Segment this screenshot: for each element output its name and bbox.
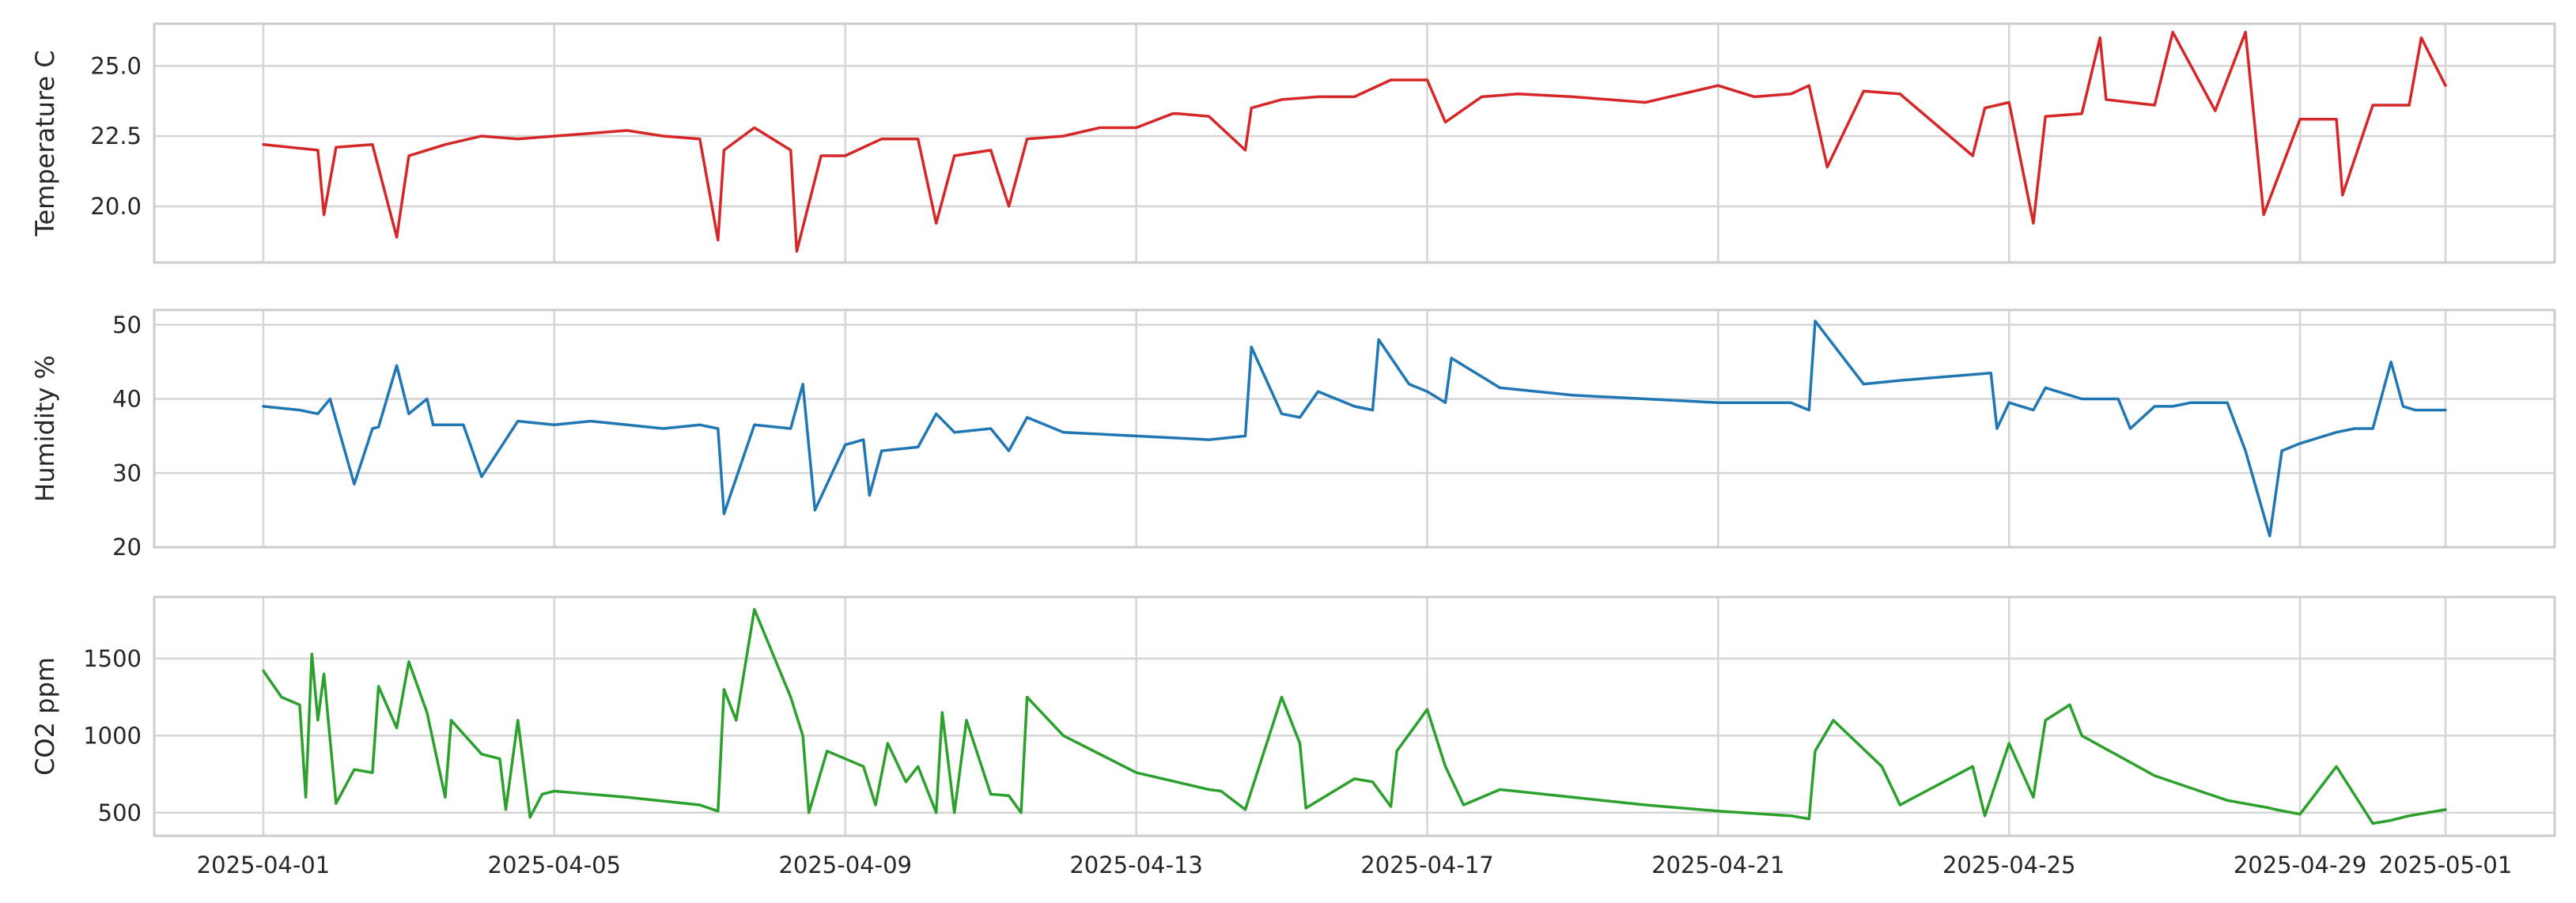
panel-3-ylabel: CO2 ppm xyxy=(30,657,60,776)
panel-1-frame xyxy=(153,22,2556,264)
panel-2-ytick-label-0: 20 xyxy=(112,534,142,561)
panel-1-ylabel: Temperature C xyxy=(30,50,60,236)
panel-1: 20.0 22.5 25.0 Temperature C xyxy=(30,22,2556,264)
panel-1-ytick-label-1: 22.5 xyxy=(90,123,142,149)
x-tick-label-4: 2025-04-17 xyxy=(1360,852,1494,878)
panel-2-ytick-label-1: 30 xyxy=(112,459,142,486)
x-tick-label-0: 2025-04-01 xyxy=(197,852,331,878)
x-tick-label-6: 2025-04-25 xyxy=(1942,852,2076,878)
x-tick-label-1: 2025-04-05 xyxy=(488,852,622,878)
x-tick-label-8: 2025-05-01 xyxy=(2379,852,2513,878)
panel-1-series-line xyxy=(262,30,2447,253)
panel-2-frame xyxy=(153,308,2556,549)
panel-3: 500 1000 1500 CO2 ppm xyxy=(30,595,2556,837)
panel-2-ytick-label-2: 40 xyxy=(112,386,142,413)
panel-1-ytick-label-2: 25.0 xyxy=(90,52,142,79)
panel-2: 20 30 40 50 Humidity % xyxy=(30,308,2556,561)
x-axis: 2025-04-01 2025-04-05 2025-04-09 2025-04-13… xyxy=(197,852,2513,878)
panel-2-ylabel: Humidity % xyxy=(30,355,60,502)
x-tick-label-2: 2025-04-09 xyxy=(778,852,912,878)
panel-2-ytick-label-3: 50 xyxy=(112,312,142,338)
panel-3-ytick-label-0: 500 xyxy=(98,799,142,826)
panel-1-ytick-label-0: 20.0 xyxy=(90,193,142,220)
panel-2-series-line xyxy=(262,319,2447,538)
panel-3-series-line xyxy=(262,607,2447,826)
panel-3-ytick-label-1: 1000 xyxy=(83,722,142,749)
panel-3-frame xyxy=(153,595,2556,837)
x-tick-label-3: 2025-04-13 xyxy=(1069,852,1203,878)
panel-3-ytick-label-2: 1500 xyxy=(83,645,142,672)
x-tick-label-7: 2025-04-29 xyxy=(2234,852,2367,878)
x-tick-label-5: 2025-04-21 xyxy=(1651,852,1785,878)
